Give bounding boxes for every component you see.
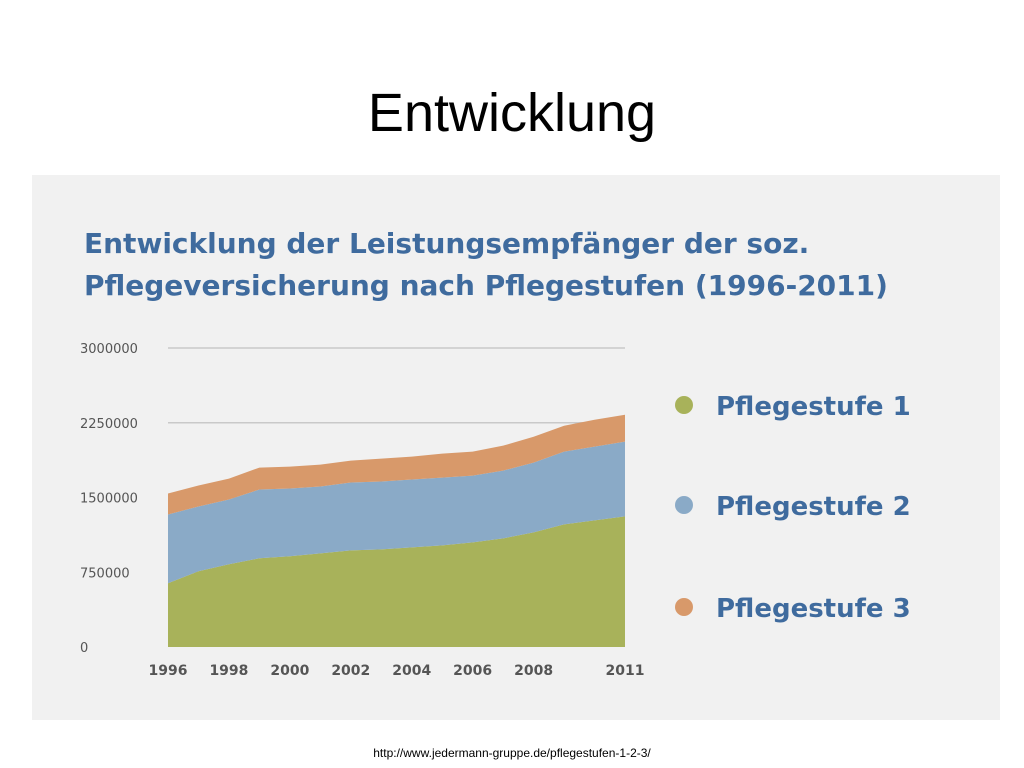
area-series-3 <box>168 414 625 515</box>
x-tick-label: 1996 <box>149 663 188 679</box>
x-tick-label: 2000 <box>270 663 309 679</box>
stacked-area-chart: 0 750000 1500000 2250000 3000000 1996 1998 2000… <box>80 342 911 679</box>
x-tick-label: 2011 <box>606 663 645 679</box>
y-tick-label: 3000000 <box>80 342 138 357</box>
chart-title-line-2: Pflegeversicherung nach Pflegestufen (19… <box>84 269 888 302</box>
source-link[interactable]: http://www.jedermann-gruppe.de/pflegestu… <box>373 746 651 760</box>
legend-label: Pflegestufe 3 <box>716 594 911 624</box>
y-tick-label: 2250000 <box>80 417 138 432</box>
chart-panel: Entwicklung der Leistungsempfänger der s… <box>32 175 1000 720</box>
chart-title: Entwicklung der Leistungsempfänger der s… <box>84 223 984 307</box>
legend-label: Pflegestufe 1 <box>716 392 911 422</box>
x-tick-label: 2008 <box>514 663 553 679</box>
x-tick-label: 2002 <box>331 663 370 679</box>
x-tick-label: 2004 <box>392 663 431 679</box>
x-tick-label: 2006 <box>453 663 492 679</box>
y-tick-label: 750000 <box>80 566 130 581</box>
slide-title: Entwicklung <box>367 83 657 143</box>
y-tick-label: 0 <box>80 641 88 656</box>
legend-marker <box>675 396 693 414</box>
area-series-1 <box>168 516 625 647</box>
legend-label: Pflegestufe 2 <box>716 492 911 522</box>
y-tick-label: 1500000 <box>80 492 138 507</box>
x-tick-label: 1998 <box>209 663 248 679</box>
chart-title-line-1: Entwicklung der Leistungsempfänger der s… <box>84 227 810 260</box>
legend-marker <box>675 496 693 514</box>
area-series-2 <box>168 441 625 584</box>
legend-marker <box>675 598 693 616</box>
